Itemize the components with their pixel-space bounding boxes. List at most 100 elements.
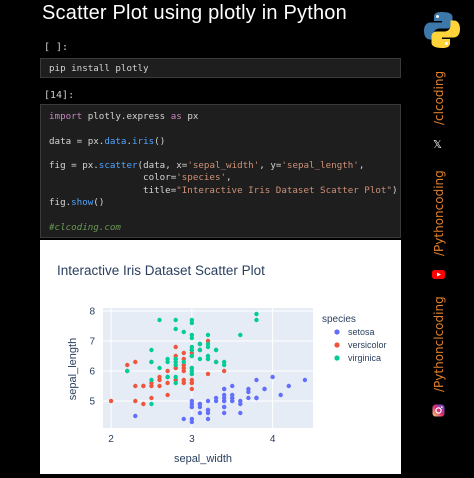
- data-point-virginica[interactable]: [149, 347, 154, 353]
- data-point-virginica[interactable]: [238, 332, 243, 338]
- data-point-versicolor[interactable]: [221, 368, 227, 374]
- data-point-setosa[interactable]: [238, 410, 243, 416]
- data-point-virginica[interactable]: [213, 359, 219, 365]
- data-point-setosa[interactable]: [213, 398, 219, 404]
- legend[interactable]: setosa versicolor virginica: [334, 327, 387, 363]
- data-point-versicolor[interactable]: [133, 383, 138, 389]
- data-point-setosa[interactable]: [205, 410, 211, 416]
- data-point-setosa[interactable]: [189, 416, 195, 422]
- data-point-virginica[interactable]: [165, 374, 170, 380]
- data-point-virginica[interactable]: [181, 329, 186, 335]
- data-point-virginica[interactable]: [197, 356, 203, 362]
- handle-label-x[interactable]: /clcoding: [432, 70, 446, 125]
- legend-item-versicolor[interactable]: versicolor: [334, 340, 387, 350]
- data-point-versicolor[interactable]: [157, 383, 162, 389]
- data-point-virginica[interactable]: [205, 356, 211, 362]
- data-point-virginica[interactable]: [189, 317, 195, 323]
- data-point-setosa[interactable]: [197, 401, 203, 407]
- data-point-virginica[interactable]: [173, 317, 178, 323]
- data-point-virginica[interactable]: [173, 326, 178, 332]
- legend-item-setosa[interactable]: setosa: [334, 327, 375, 337]
- x-icon[interactable]: 𝕏: [433, 138, 442, 151]
- handle-label-youtube[interactable]: /Pythoncoding: [432, 170, 446, 256]
- data-point-virginica[interactable]: [189, 353, 195, 359]
- data-point-versicolor[interactable]: [108, 398, 114, 404]
- data-point-setosa[interactable]: [238, 401, 243, 407]
- data-point-virginica[interactable]: [149, 359, 154, 365]
- handle-label-instagram[interactable]: /Pythonclcoding: [432, 296, 446, 392]
- data-point-virginica[interactable]: [189, 347, 195, 353]
- data-point-setosa[interactable]: [133, 413, 138, 419]
- data-point-setosa[interactable]: [270, 374, 275, 380]
- data-point-setosa[interactable]: [230, 392, 235, 398]
- data-point-setosa[interactable]: [205, 398, 211, 404]
- data-point-versicolor[interactable]: [181, 368, 186, 374]
- data-point-virginica[interactable]: [254, 311, 259, 317]
- data-point-versicolor[interactable]: [173, 344, 178, 350]
- data-point-setosa[interactable]: [254, 377, 259, 383]
- data-point-versicolor[interactable]: [181, 350, 186, 356]
- data-point-virginica[interactable]: [181, 359, 186, 365]
- data-point-setosa[interactable]: [205, 416, 211, 422]
- data-point-setosa[interactable]: [262, 386, 267, 392]
- scatter-chart[interactable]: Interactive Iris Dataset Scatter Plot 2 3…: [40, 240, 401, 474]
- data-point-virginica[interactable]: [221, 362, 227, 368]
- code-cell-2[interactable]: import plotly.express as px data = px.da…: [40, 104, 401, 238]
- data-point-versicolor[interactable]: [149, 383, 154, 389]
- data-point-virginica[interactable]: [149, 401, 154, 407]
- data-point-setosa[interactable]: [221, 410, 227, 416]
- data-point-versicolor[interactable]: [133, 398, 138, 404]
- data-point-virginica[interactable]: [254, 317, 259, 323]
- data-point-virginica[interactable]: [173, 359, 178, 365]
- legend-item-virginica[interactable]: virginica: [334, 353, 381, 363]
- data-point-virginica[interactable]: [173, 374, 178, 380]
- data-point-setosa[interactable]: [302, 377, 308, 383]
- data-point-virginica[interactable]: [189, 371, 195, 377]
- data-point-versicolor[interactable]: [141, 383, 146, 389]
- data-point-virginica[interactable]: [173, 380, 178, 386]
- data-point-versicolor[interactable]: [133, 359, 138, 365]
- data-point-versicolor[interactable]: [165, 368, 170, 374]
- instagram-icon[interactable]: [432, 402, 445, 421]
- data-point-setosa[interactable]: [254, 395, 259, 401]
- data-point-setosa[interactable]: [246, 395, 251, 401]
- data-point-setosa[interactable]: [286, 383, 291, 389]
- data-point-versicolor[interactable]: [165, 392, 170, 398]
- data-point-setosa[interactable]: [221, 395, 227, 401]
- data-point-versicolor[interactable]: [181, 377, 186, 383]
- data-point-versicolor[interactable]: [165, 380, 170, 386]
- data-point-virginica[interactable]: [189, 332, 195, 338]
- data-point-virginica[interactable]: [157, 365, 162, 371]
- data-point-setosa[interactable]: [221, 386, 227, 392]
- data-point-virginica[interactable]: [197, 347, 203, 353]
- data-point-setosa[interactable]: [181, 416, 186, 422]
- data-point-setosa[interactable]: [230, 398, 235, 404]
- data-point-virginica[interactable]: [165, 359, 170, 365]
- youtube-icon[interactable]: [432, 266, 445, 285]
- plot-output[interactable]: Interactive Iris Dataset Scatter Plot 2 3…: [40, 240, 401, 474]
- data-point-setosa[interactable]: [189, 404, 195, 410]
- data-point-setosa[interactable]: [246, 389, 251, 395]
- data-point-versicolor[interactable]: [149, 395, 154, 401]
- data-point-virginica[interactable]: [213, 347, 219, 353]
- data-point-setosa[interactable]: [278, 392, 283, 398]
- data-point-versicolor[interactable]: [125, 362, 130, 368]
- data-point-versicolor[interactable]: [141, 401, 146, 407]
- data-point-versicolor[interactable]: [189, 377, 195, 383]
- data-point-virginica[interactable]: [149, 377, 154, 383]
- data-point-setosa[interactable]: [197, 410, 203, 416]
- data-point-setosa[interactable]: [221, 404, 227, 410]
- data-point-setosa[interactable]: [189, 398, 195, 404]
- data-point-virginica[interactable]: [205, 332, 211, 338]
- data-point-versicolor[interactable]: [205, 371, 211, 377]
- data-point-versicolor[interactable]: [157, 374, 162, 380]
- y-axis-label: sepal_length: [67, 338, 79, 400]
- data-point-virginica[interactable]: [157, 317, 162, 323]
- data-point-versicolor[interactable]: [189, 386, 195, 392]
- data-points[interactable]: [108, 311, 308, 425]
- data-point-setosa[interactable]: [230, 383, 235, 389]
- data-point-virginica[interactable]: [197, 341, 203, 347]
- code-cell-1[interactable]: pip install plotly: [40, 58, 401, 78]
- data-point-virginica[interactable]: [205, 344, 211, 350]
- data-point-virginica[interactable]: [125, 368, 130, 374]
